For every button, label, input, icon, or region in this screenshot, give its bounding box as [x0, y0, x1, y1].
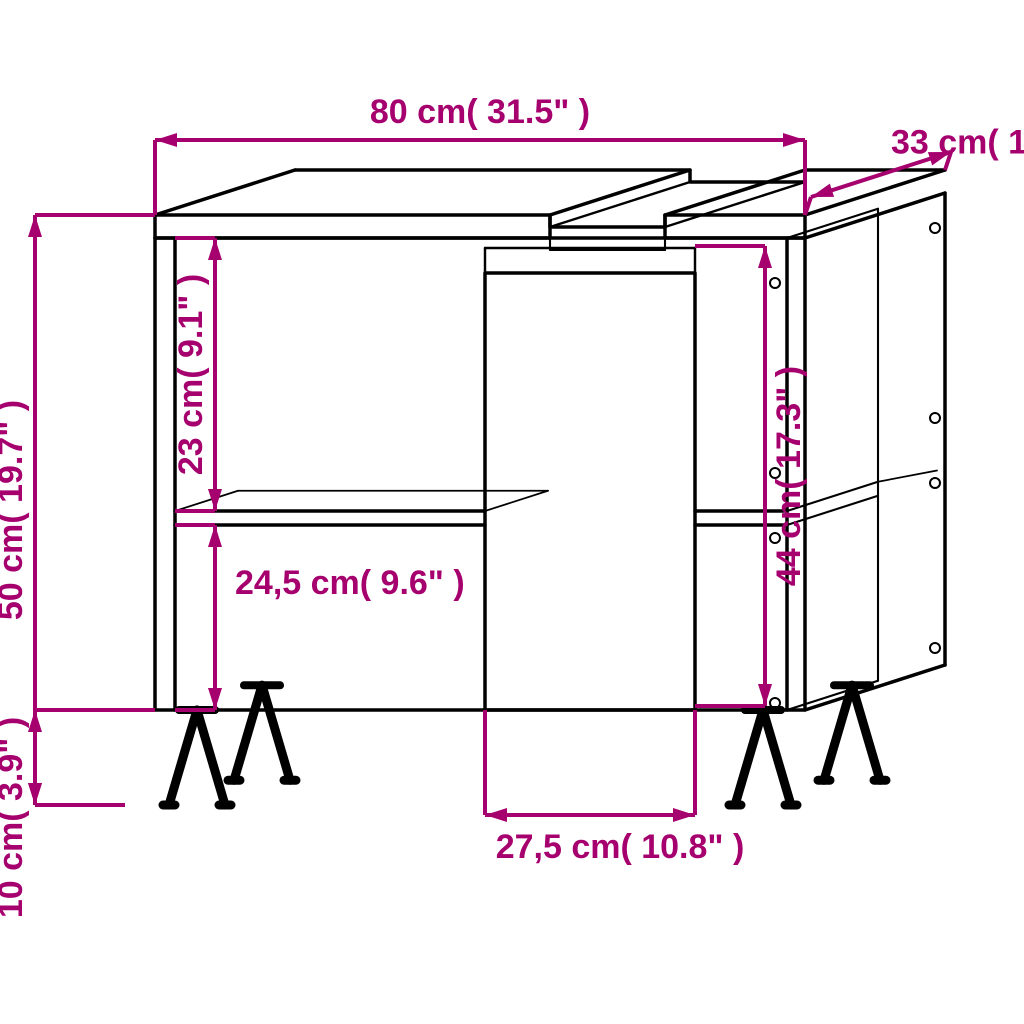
dim-depth-label: 33 cm( 13" ) — [891, 123, 1024, 161]
dim-leg-height-label: 10 cm( 3.9" ) — [0, 717, 30, 918]
dim-inner-height-label: 44 cm( 17.3" ) — [770, 366, 808, 586]
dim-door-width-label: 27,5 cm( 10.8" ) — [496, 828, 745, 866]
dim-lower-shelf-label: 24,5 cm( 9.6" ) — [235, 564, 465, 602]
cabinet-body — [155, 193, 945, 710]
dim-width-label: 80 cm( 31.5" ) — [370, 93, 590, 131]
dim-upper-shelf-label: 23 cm( 9.1" ) — [172, 274, 210, 475]
cabinet-door — [485, 248, 695, 710]
dim-total-height-label: 50 cm( 19.7" ) — [0, 400, 30, 620]
shelf — [175, 471, 937, 526]
